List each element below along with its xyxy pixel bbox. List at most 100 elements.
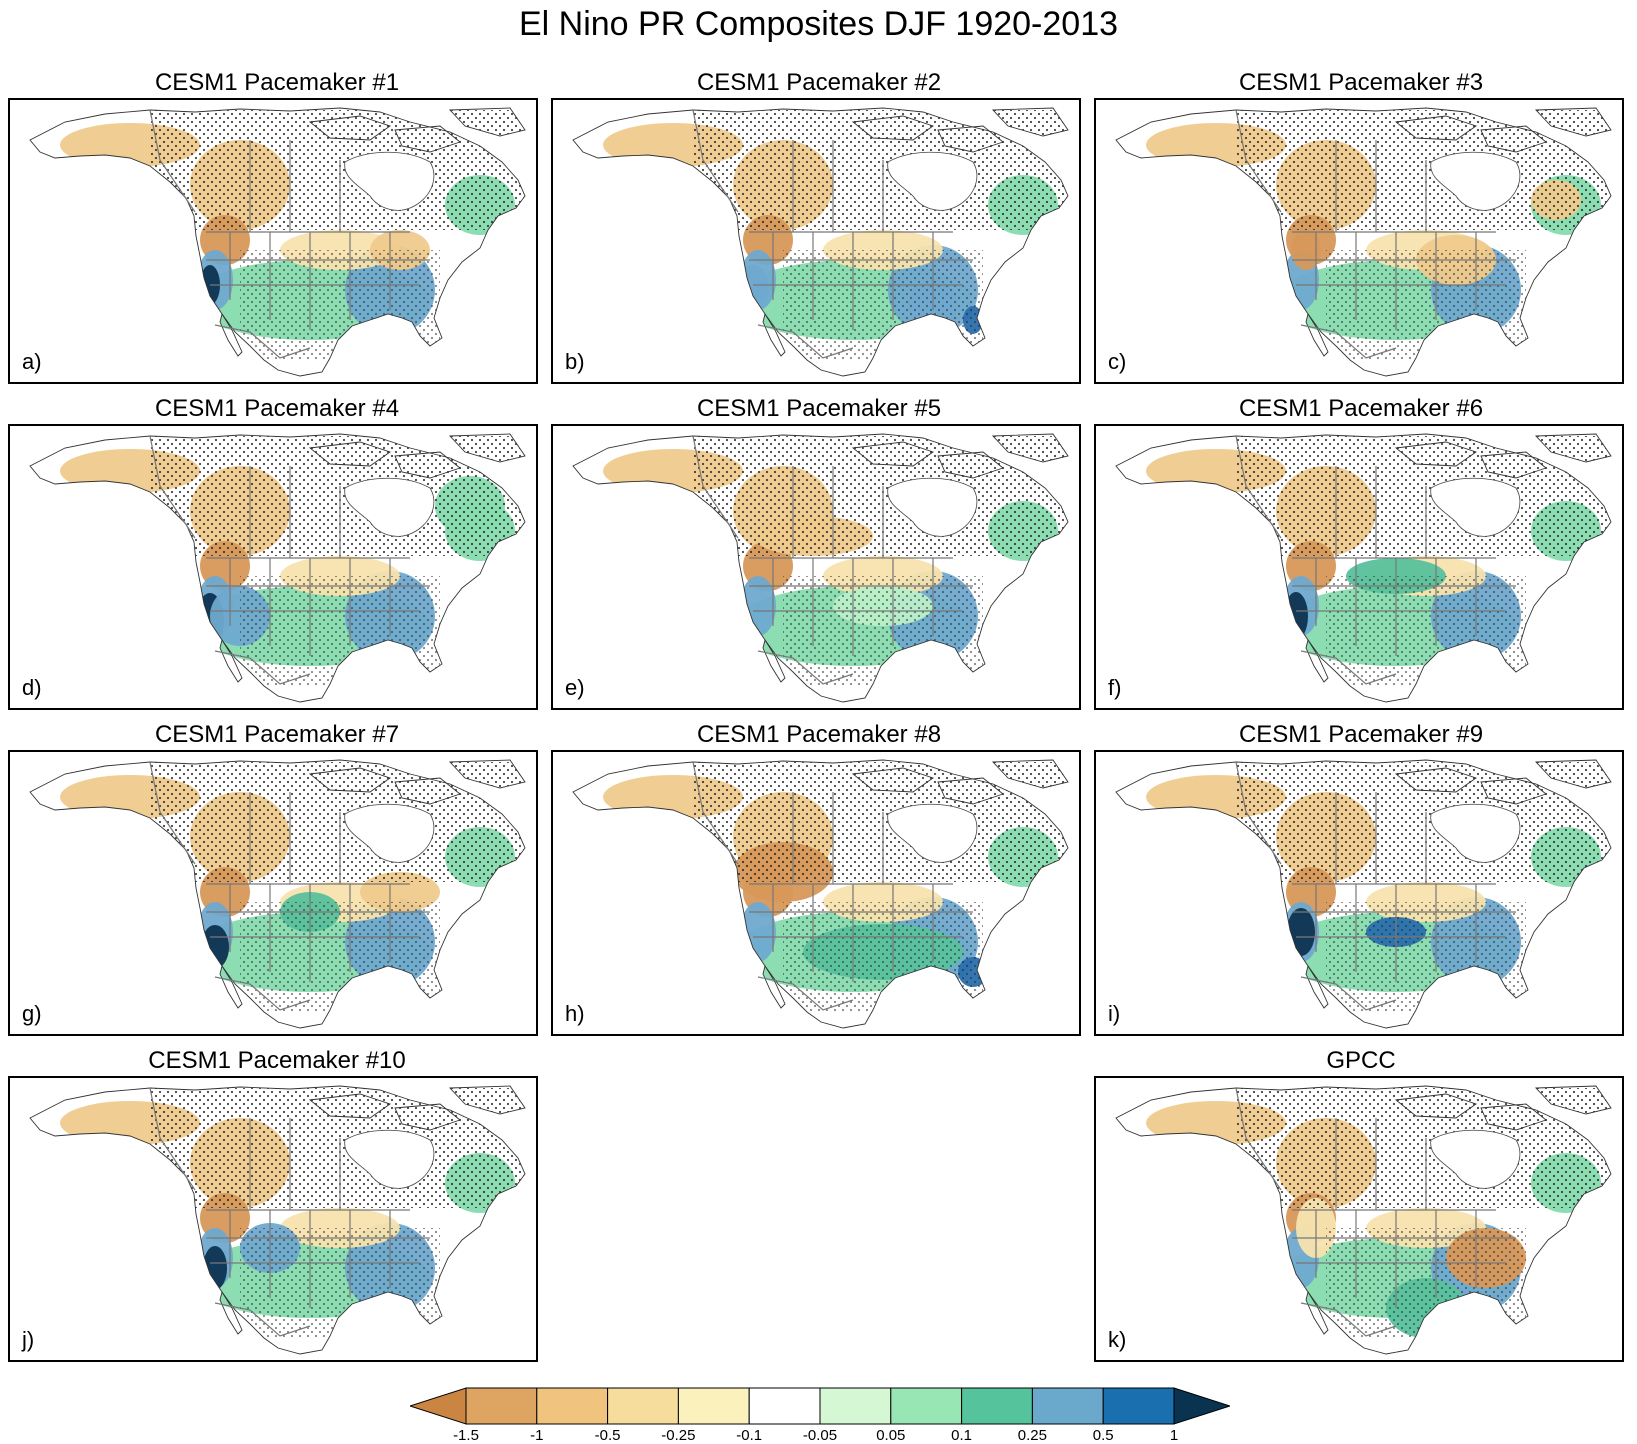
map-panel-k: k)	[1094, 1076, 1624, 1362]
panel-letter-h: h)	[565, 1001, 585, 1026]
panel-letter-e: e)	[565, 675, 585, 700]
coastline	[1115, 759, 1612, 1029]
precip-field	[30, 760, 525, 1028]
panel-title-b: CESM1 Pacemaker #2	[696, 69, 942, 96]
coastline	[29, 433, 526, 703]
panel-letter-f: f)	[1108, 675, 1122, 700]
colorbar-swatch	[677, 1387, 750, 1425]
colorbar-swatch	[890, 1387, 963, 1425]
map-panel-g: g)	[8, 750, 538, 1036]
colorbar-tick-label: -1.5	[453, 1427, 479, 1444]
map-svg	[1115, 759, 1612, 1029]
colorbar-tick-label: -0.05	[803, 1427, 837, 1444]
political-borders	[149, 109, 430, 359]
map-svg	[1115, 1085, 1612, 1355]
political-borders	[1235, 1087, 1516, 1337]
precip-field	[573, 434, 1068, 702]
colorbar-tick-label: 0.5	[1093, 1427, 1114, 1444]
panel-letter-d: d)	[22, 675, 42, 700]
panel-letter-i: i)	[1108, 1001, 1121, 1026]
map-svg	[572, 107, 1069, 377]
panel-title-k: GPCC	[1326, 1047, 1396, 1074]
political-borders	[1235, 435, 1516, 685]
political-borders	[149, 761, 430, 1011]
map-svg	[29, 759, 526, 1029]
map-svg	[29, 107, 526, 377]
map-panel-h: h)	[551, 750, 1081, 1036]
colorbar-swatch	[536, 1387, 609, 1425]
colorbar-tick-label: 0.05	[876, 1427, 905, 1444]
colorbar-swatch	[607, 1387, 679, 1425]
precip-field	[1116, 434, 1611, 702]
colorbar-swatch	[465, 1387, 538, 1425]
panel-title-a: CESM1 Pacemaker #1	[154, 69, 400, 96]
panel-title-e: CESM1 Pacemaker #5	[696, 395, 942, 422]
colorbar-tick-label: -1	[530, 1427, 543, 1444]
map-panel-f: f)	[1094, 424, 1624, 710]
colorbar-svg: -1.5-1-0.5-0.25-0.1-0.050.050.10.250.511…	[410, 1387, 1230, 1444]
coastline	[29, 1085, 526, 1355]
coastline	[29, 759, 526, 1029]
political-borders	[692, 109, 973, 359]
colorbar-tick-label: -0.1	[736, 1427, 762, 1444]
colorbar-tick-label: -0.5	[595, 1427, 621, 1444]
panel-title-g: CESM1 Pacemaker #7	[154, 721, 400, 748]
panel-letter-g: g)	[22, 1001, 42, 1026]
map-svg	[572, 433, 1069, 703]
map-panel-j: j)	[8, 1076, 538, 1362]
coastline	[572, 759, 1069, 1029]
precip-field	[30, 434, 525, 702]
panel-letter-a: a)	[22, 349, 42, 374]
coastline	[29, 107, 526, 377]
panel-title-d: CESM1 Pacemaker #4	[154, 395, 400, 422]
map-panel-b: b)	[551, 98, 1081, 384]
map-panel-a: a)	[8, 98, 538, 384]
colorbar-swatch	[1031, 1387, 1104, 1425]
colorbar-swatch	[748, 1387, 821, 1425]
precip-field	[30, 1086, 525, 1354]
political-borders	[149, 1087, 430, 1337]
colorbar-swatch	[410, 1387, 467, 1425]
panel-letter-j: j)	[22, 1327, 35, 1352]
colorbar: -1.5-1-0.5-0.25-0.1-0.050.050.10.250.511…	[410, 1384, 1230, 1444]
map-panel-d: d)	[8, 424, 538, 710]
coastline	[1115, 1085, 1612, 1355]
panel-title-h: CESM1 Pacemaker #8	[696, 721, 942, 748]
map-svg	[29, 1085, 526, 1355]
panel-title-c: CESM1 Pacemaker #3	[1238, 69, 1484, 96]
precip-field	[1116, 108, 1611, 376]
panel-title-f: CESM1 Pacemaker #6	[1238, 395, 1484, 422]
map-svg	[1115, 433, 1612, 703]
panel-letter-c: c)	[1108, 349, 1127, 374]
colorbar-tick-label: 1	[1170, 1427, 1178, 1444]
colorbar-swatch	[819, 1387, 892, 1425]
colorbar-tick-label: 0.1	[951, 1427, 972, 1444]
political-borders	[692, 435, 973, 685]
figure-title: El Nino PR Composites DJF 1920-2013	[518, 5, 1119, 43]
political-borders	[149, 435, 430, 685]
colorbar-swatch	[1173, 1387, 1230, 1425]
precip-field	[1116, 760, 1611, 1028]
political-borders	[1235, 109, 1516, 359]
coastline	[572, 433, 1069, 703]
precip-field	[573, 108, 1068, 376]
precip-field	[30, 108, 525, 376]
colorbar-tick-label: -0.25	[661, 1427, 695, 1444]
political-borders	[692, 761, 973, 1011]
panel-letter-k: k)	[1108, 1327, 1127, 1352]
precip-field	[1116, 1086, 1611, 1354]
map-svg	[29, 433, 526, 703]
map-panel-e: e)	[551, 424, 1081, 710]
coastline	[1115, 107, 1612, 377]
map-svg	[1115, 107, 1612, 377]
political-borders	[1235, 761, 1516, 1011]
panel-title-j: CESM1 Pacemaker #10	[148, 1047, 406, 1074]
map-panel-c: c)	[1094, 98, 1624, 384]
colorbar-tick-label: 0.25	[1018, 1427, 1047, 1444]
precip-field	[573, 760, 1068, 1028]
panel-letter-b: b)	[565, 349, 585, 374]
panel-title-i: CESM1 Pacemaker #9	[1238, 721, 1484, 748]
coastline	[572, 107, 1069, 377]
map-svg	[572, 759, 1069, 1029]
colorbar-swatch	[1102, 1387, 1175, 1425]
